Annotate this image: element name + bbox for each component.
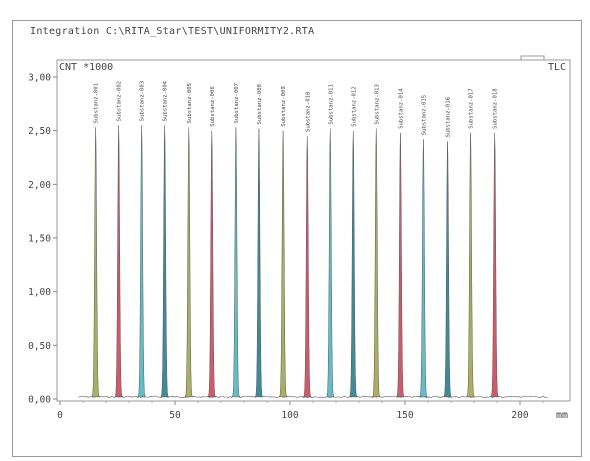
peak-substanz-011 xyxy=(325,128,335,398)
peak-substanz-016 xyxy=(442,141,453,398)
peaks xyxy=(91,125,500,398)
peak-label: Substanz-014 xyxy=(398,88,404,129)
x-tick-label: 200 xyxy=(511,410,528,421)
peak-label: Substanz-012 xyxy=(351,86,357,126)
peak-substanz-015 xyxy=(418,139,428,398)
y-tick-label: 1,50 xyxy=(28,234,51,245)
peak-label: Substanz-006 xyxy=(210,86,216,126)
peak-substanz-012 xyxy=(348,130,358,398)
peak-label: Substanz-002 xyxy=(117,81,123,121)
peak-substanz-003 xyxy=(136,125,147,398)
plot-top-marker xyxy=(520,55,545,60)
peak-label: Substanz-013 xyxy=(374,84,380,124)
peak-label: Substanz-017 xyxy=(469,88,475,128)
peak-substanz-006 xyxy=(207,130,217,398)
y-tick-label: 2,00 xyxy=(28,180,51,191)
peak-label: Substanz-018 xyxy=(493,88,499,129)
peak-substanz-007 xyxy=(231,127,241,398)
peak-label: Substanz-009 xyxy=(281,86,287,126)
chart-window-frame xyxy=(12,20,582,457)
peak-label: Substanz-007 xyxy=(234,83,240,123)
mode-label: TLC xyxy=(548,62,566,73)
x-tick-label: 150 xyxy=(396,410,413,421)
x-unit-label: mm xyxy=(556,410,568,421)
peak-substanz-002 xyxy=(114,125,124,398)
y-tick-label: 0,50 xyxy=(28,341,51,352)
peak-substanz-017 xyxy=(465,132,476,398)
window-title: Integration C:\RITA_Star\TEST\UNIFORMITY… xyxy=(30,26,315,37)
peak-substanz-004 xyxy=(160,125,170,398)
peak-label: Substanz-004 xyxy=(163,80,169,121)
x-axis: 0 50 100 150 200 xyxy=(57,401,544,421)
y-tick-label: 1,00 xyxy=(28,287,51,298)
y-tick-label: 3,00 xyxy=(28,73,51,84)
peak-label: Substanz-011 xyxy=(328,84,334,124)
peak-label: Substanz-008 xyxy=(257,83,263,124)
x-tick-label: 100 xyxy=(281,410,298,421)
peak-label: Substanz-016 xyxy=(446,97,452,137)
peak-substanz-014 xyxy=(395,132,405,398)
x-tick-label: 50 xyxy=(169,410,181,421)
peak-label: Substanz-005 xyxy=(187,83,193,123)
baseline-line xyxy=(78,395,548,399)
peak-label: Substanz-015 xyxy=(421,95,427,135)
y-axis: 0,00 0,50 1,00 1,50 2,00 2,50 3,00 xyxy=(28,73,57,406)
peak-substanz-001 xyxy=(91,127,101,398)
peak-labels: Substanz-001 Substanz-002 Substanz-003 Subs… xyxy=(94,80,499,137)
y-tick-label: 2,50 xyxy=(28,126,51,137)
peak-substanz-010 xyxy=(302,136,312,398)
baseline-trace xyxy=(78,395,548,399)
peak-substanz-005 xyxy=(184,127,194,398)
peak-label: Substanz-001 xyxy=(94,83,100,123)
peak-substanz-008 xyxy=(254,128,264,398)
peak-substanz-018 xyxy=(490,132,500,398)
y-unit-label: CNT *1000 xyxy=(59,62,113,73)
peak-label: Substanz-010 xyxy=(305,92,311,132)
y-tick-label: 0,00 xyxy=(28,395,51,406)
peak-label: Substanz-003 xyxy=(140,81,146,121)
peak-substanz-013 xyxy=(371,128,381,398)
x-tick-label: 0 xyxy=(57,410,63,421)
peak-substanz-009 xyxy=(278,130,288,398)
